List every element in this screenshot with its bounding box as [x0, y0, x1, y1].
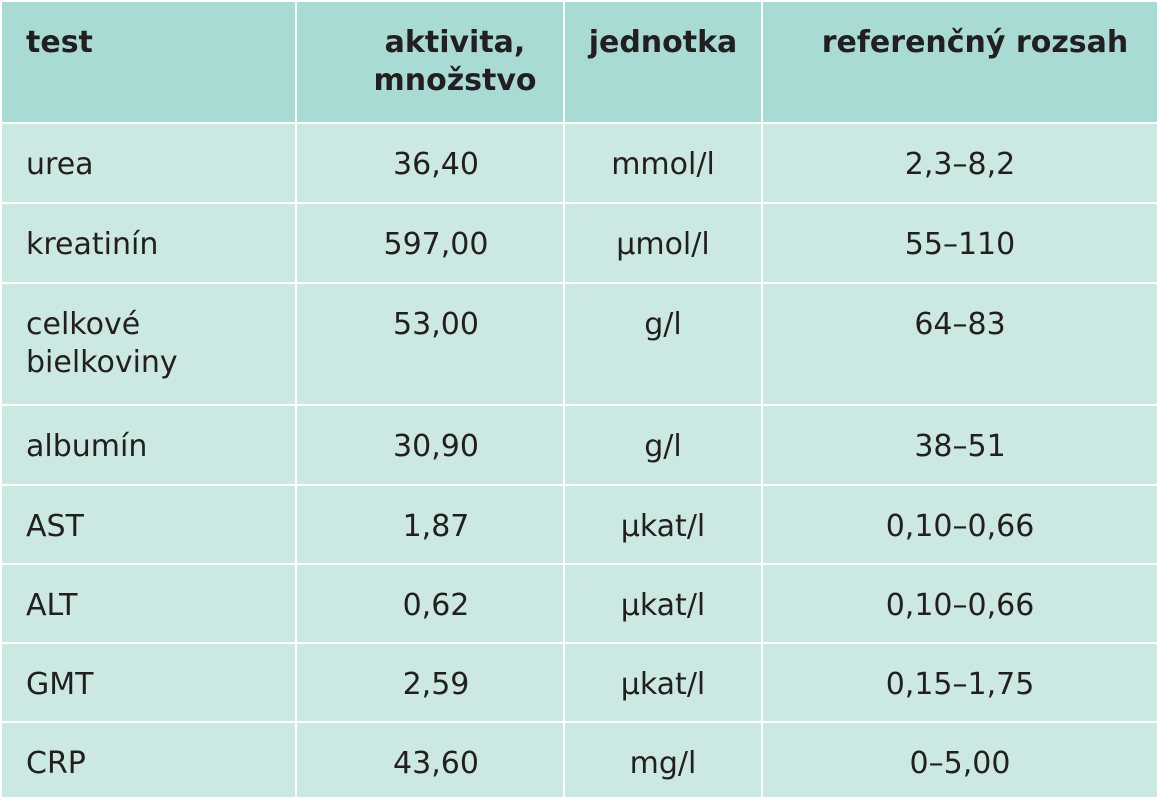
cell-unit: mmol/l [563, 122, 763, 204]
cell-value: 30,90 [295, 404, 565, 486]
cell-test: urea [0, 122, 297, 204]
cell-unit: µmol/l [563, 202, 763, 284]
cell-value: 0,62 [295, 563, 565, 644]
cell-reference: 0,15–1,75 [761, 642, 1157, 723]
cell-value: 1,87 [295, 484, 565, 565]
cell-unit: µkat/l [563, 484, 763, 565]
header-activity: aktivita, množstvo [295, 0, 565, 124]
cell-reference: 2,3–8,2 [761, 122, 1157, 204]
cell-value: 2,59 [295, 642, 565, 723]
cell-test: AST [0, 484, 297, 565]
table-row: CRP 43,60 mg/l 0–5,00 [0, 721, 1157, 799]
cell-test: ALT [0, 563, 297, 644]
cell-reference: 0,10–0,66 [761, 563, 1157, 644]
cell-reference: 55–110 [761, 202, 1157, 284]
header-row: test aktivita, množstvo jednotka referen… [0, 0, 1157, 124]
cell-test: kreatinín [0, 202, 297, 284]
table-row: AST 1,87 µkat/l 0,10–0,66 [0, 484, 1157, 565]
cell-unit: mg/l [563, 721, 763, 799]
table-row: GMT 2,59 µkat/l 0,15–1,75 [0, 642, 1157, 723]
cell-value: 36,40 [295, 122, 565, 204]
header-test: test [0, 0, 297, 124]
cell-unit: g/l [563, 404, 763, 486]
cell-unit: µkat/l [563, 563, 763, 644]
table-header: test aktivita, množstvo jednotka referen… [0, 0, 1157, 124]
table-row: albumín 30,90 g/l 38–51 [0, 404, 1157, 486]
table-body: urea 36,40 mmol/l 2,3–8,2 kreatinín 597,… [0, 122, 1157, 799]
header-unit: jednotka [563, 0, 763, 124]
cell-reference: 38–51 [761, 404, 1157, 486]
cell-value: 597,00 [295, 202, 565, 284]
table-row: kreatinín 597,00 µmol/l 55–110 [0, 202, 1157, 284]
table-row: ALT 0,62 µkat/l 0,10–0,66 [0, 563, 1157, 644]
cell-test: GMT [0, 642, 297, 723]
table-row: celkové bielkoviny 53,00 g/l 64–83 [0, 282, 1157, 406]
table-row: urea 36,40 mmol/l 2,3–8,2 [0, 122, 1157, 204]
cell-unit: g/l [563, 282, 763, 406]
cell-reference: 64–83 [761, 282, 1157, 406]
cell-reference: 0–5,00 [761, 721, 1157, 799]
cell-test: CRP [0, 721, 297, 799]
cell-value: 53,00 [295, 282, 565, 406]
cell-reference: 0,10–0,66 [761, 484, 1157, 565]
cell-unit: µkat/l [563, 642, 763, 723]
cell-test: celkové bielkoviny [0, 282, 297, 406]
cell-value: 43,60 [295, 721, 565, 799]
cell-test: albumín [0, 404, 297, 486]
header-reference-range: referenčný rozsah [761, 0, 1157, 124]
